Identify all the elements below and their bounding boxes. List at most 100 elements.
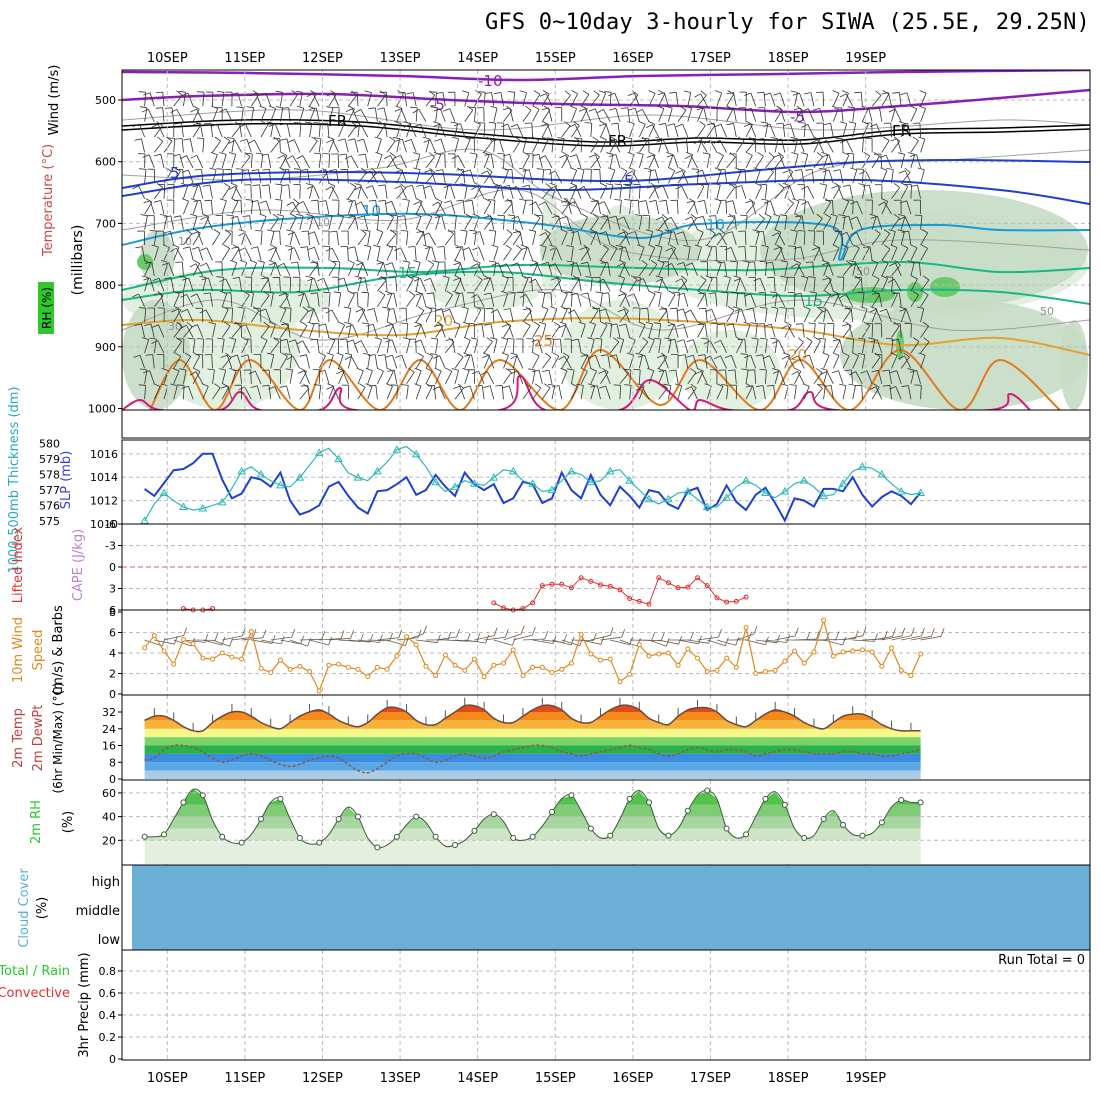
wind-barb-feather bbox=[615, 244, 623, 248]
wind-barb-feather bbox=[506, 229, 513, 235]
wind-barb bbox=[715, 215, 718, 230]
wind-barb-feather bbox=[365, 185, 373, 189]
wind-barb-feather bbox=[216, 168, 224, 170]
wind-barb bbox=[457, 155, 466, 169]
wind-barb bbox=[541, 139, 549, 153]
wind-barb-feather bbox=[378, 199, 386, 202]
wind-barb-feather bbox=[297, 370, 305, 374]
wind-barb bbox=[668, 339, 672, 354]
wind-barb-feather bbox=[453, 321, 461, 325]
wind-barb-feather bbox=[791, 355, 799, 360]
wind-barb bbox=[532, 325, 541, 338]
wind-barb-feather bbox=[610, 136, 617, 141]
wind-barb-feather bbox=[151, 340, 158, 344]
wind-barb bbox=[871, 216, 877, 230]
wind-barb-feather bbox=[898, 216, 906, 221]
wind-barb bbox=[503, 248, 512, 261]
wind-barb bbox=[357, 185, 362, 199]
wind-barb-feather bbox=[339, 153, 347, 156]
wind-barb bbox=[609, 139, 618, 153]
wind-barb bbox=[836, 293, 844, 307]
wind-barb bbox=[464, 109, 474, 122]
wind-barb bbox=[425, 138, 430, 153]
wind-barb bbox=[210, 292, 213, 307]
wind-barb-feather bbox=[345, 108, 353, 112]
wind-barb bbox=[177, 309, 184, 323]
wind-barb bbox=[304, 370, 310, 384]
rh-point bbox=[684, 807, 691, 814]
sfc-wind-barb-feather bbox=[910, 627, 915, 636]
wind-barb-feather bbox=[628, 167, 636, 171]
wind-barb bbox=[221, 386, 230, 400]
wind-barb-feather bbox=[819, 167, 827, 170]
wind-barb-feather bbox=[505, 367, 512, 373]
wind-barb-feather bbox=[560, 200, 569, 203]
wind-barb-feather bbox=[701, 183, 709, 186]
wind-barb bbox=[211, 200, 213, 215]
wind-barb-feather bbox=[355, 308, 363, 313]
ylabel-temperature: Temperature (°C) bbox=[41, 144, 56, 257]
wind-barb bbox=[557, 277, 563, 292]
wind-barb bbox=[250, 369, 252, 384]
wind-barb-feather bbox=[277, 154, 285, 159]
wind-barb-feather bbox=[539, 244, 547, 248]
wind-barb-feather bbox=[268, 259, 276, 264]
wind-barb bbox=[444, 153, 446, 168]
wind-barb bbox=[855, 371, 863, 384]
wind-barb-feather bbox=[280, 123, 288, 126]
wind-barb bbox=[802, 323, 805, 338]
sfc-wind-barb bbox=[755, 639, 777, 644]
wind-barb bbox=[560, 338, 563, 354]
wind-barb bbox=[544, 155, 553, 169]
wind-barb-feather bbox=[463, 385, 471, 389]
rh-band bbox=[144, 792, 921, 805]
wind-barb bbox=[430, 278, 436, 292]
wind-barb bbox=[673, 154, 679, 169]
wind-barb bbox=[192, 200, 199, 215]
wind-barb-feather bbox=[203, 292, 211, 295]
wind-barb bbox=[435, 201, 443, 215]
wind-barb bbox=[638, 341, 649, 354]
wind-barb bbox=[517, 216, 524, 230]
sfc-wind-barb-feather bbox=[173, 636, 178, 645]
wind-barb bbox=[920, 341, 930, 354]
wind-barb bbox=[313, 309, 320, 323]
wind-barb-feather bbox=[230, 259, 237, 264]
wind-barb bbox=[344, 138, 349, 153]
wind-barb bbox=[744, 246, 747, 261]
wind-barb-feather bbox=[667, 323, 675, 327]
wind-barb-feather bbox=[465, 213, 473, 218]
ylabel-2m-temp: 2m Temp bbox=[11, 708, 26, 768]
wind-barb bbox=[210, 123, 213, 138]
wind-barb bbox=[469, 169, 475, 184]
wind-barb bbox=[787, 325, 795, 338]
wind-barb bbox=[862, 292, 865, 307]
wind-barb-feather bbox=[132, 123, 140, 127]
wind-barb bbox=[784, 308, 787, 323]
wind-barb-feather bbox=[653, 337, 661, 340]
wind-barb bbox=[377, 138, 382, 153]
wind-speed-point bbox=[568, 660, 574, 666]
wind-barb bbox=[297, 261, 301, 276]
wind-barb-feather bbox=[539, 93, 547, 97]
wind-barb-feather bbox=[642, 337, 649, 343]
wind-barb-feather bbox=[455, 246, 463, 249]
wind-barb-feather bbox=[300, 367, 307, 372]
wind-tick-label: 6 bbox=[109, 627, 116, 640]
wind-barb-feather bbox=[531, 259, 539, 264]
wind-barb-feather bbox=[849, 260, 857, 263]
wind-barb bbox=[454, 324, 461, 338]
wind-barb-feather bbox=[583, 244, 590, 250]
wind-barb bbox=[309, 140, 318, 153]
wind-barb-feather bbox=[676, 231, 684, 235]
isotherm-label: 20 bbox=[434, 312, 453, 330]
wind-barb-feather bbox=[219, 152, 227, 155]
wind-barb bbox=[706, 247, 713, 261]
wind-barb-feather bbox=[675, 278, 682, 283]
wind-barb-feather bbox=[806, 337, 813, 342]
wind-barb bbox=[400, 108, 407, 122]
wind-barb bbox=[917, 185, 921, 199]
wind-barb-feather bbox=[559, 216, 567, 220]
wind-barb bbox=[428, 232, 436, 246]
wind-barb bbox=[600, 124, 607, 138]
